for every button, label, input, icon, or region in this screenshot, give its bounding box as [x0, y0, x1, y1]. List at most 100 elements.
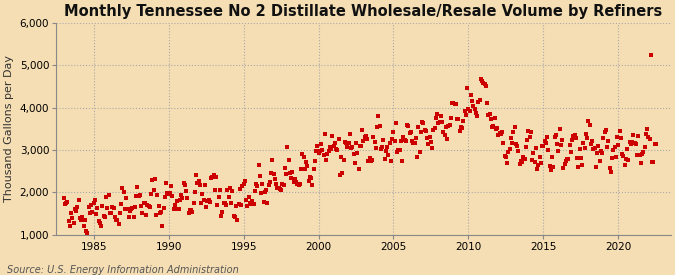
Point	[473, 100, 484, 104]
Point	[187, 210, 198, 214]
Point	[450, 102, 461, 106]
Point	[518, 155, 529, 160]
Point	[417, 120, 428, 124]
Point	[74, 215, 85, 220]
Point	[432, 112, 443, 117]
Point	[232, 218, 243, 222]
Point	[277, 182, 288, 186]
Point	[297, 152, 308, 156]
Point	[497, 130, 508, 134]
Point	[409, 141, 420, 145]
Point	[262, 201, 273, 205]
Point	[252, 184, 263, 189]
Point	[172, 199, 183, 203]
Point	[329, 141, 340, 145]
Point	[244, 200, 255, 205]
Point	[341, 141, 352, 145]
Point	[315, 149, 325, 153]
Point	[137, 210, 148, 215]
Point	[183, 211, 194, 215]
Point	[472, 114, 483, 118]
Point	[618, 154, 628, 158]
Point	[112, 218, 123, 222]
Point	[464, 108, 475, 113]
Point	[626, 139, 637, 144]
Point	[298, 155, 309, 159]
Point	[142, 203, 153, 208]
Point	[303, 178, 314, 183]
Point	[403, 123, 414, 128]
Point	[215, 188, 225, 192]
Point	[560, 159, 571, 164]
Point	[574, 147, 585, 152]
Point	[261, 188, 271, 192]
Point	[207, 175, 218, 179]
Point	[526, 129, 537, 134]
Point	[452, 117, 462, 121]
Point	[103, 193, 114, 198]
Point	[580, 131, 591, 136]
Point	[512, 144, 522, 149]
Point	[541, 141, 551, 145]
Point	[212, 203, 223, 208]
Point	[124, 209, 135, 213]
Point	[307, 183, 318, 188]
Point	[494, 131, 505, 136]
Point	[604, 166, 615, 170]
Point	[216, 214, 227, 218]
Point	[199, 183, 210, 188]
Point	[492, 125, 503, 130]
Point	[269, 177, 280, 181]
Point	[369, 139, 380, 144]
Point	[68, 221, 79, 225]
Point	[184, 208, 195, 212]
Point	[224, 186, 235, 190]
Point	[503, 150, 514, 154]
Point	[105, 211, 115, 216]
Point	[457, 126, 468, 130]
Point	[528, 151, 539, 155]
Point	[313, 151, 324, 155]
Point	[378, 137, 389, 142]
Point	[377, 145, 387, 149]
Point	[443, 123, 454, 128]
Point	[629, 141, 640, 145]
Point	[570, 136, 581, 140]
Point	[475, 98, 485, 102]
Point	[566, 149, 576, 154]
Point	[65, 223, 76, 228]
Point	[510, 142, 521, 146]
Point	[434, 120, 445, 125]
Point	[587, 139, 597, 143]
Point	[240, 178, 250, 183]
Point	[241, 197, 252, 202]
Point	[612, 135, 622, 139]
Point	[381, 149, 392, 153]
Point	[610, 154, 621, 159]
Point	[589, 146, 600, 150]
Point	[508, 130, 519, 134]
Point	[338, 157, 349, 162]
Point	[292, 182, 302, 186]
Point	[111, 218, 122, 222]
Point	[468, 104, 479, 109]
Point	[421, 129, 431, 133]
Point	[122, 207, 133, 211]
Point	[271, 182, 281, 186]
Point	[243, 195, 254, 199]
Point	[638, 150, 649, 154]
Point	[223, 195, 234, 199]
Point	[446, 116, 456, 120]
Point	[396, 139, 406, 143]
Point	[182, 196, 193, 200]
Point	[387, 137, 398, 142]
Point	[265, 180, 275, 185]
Point	[371, 146, 381, 150]
Point	[156, 210, 167, 214]
Point	[489, 116, 500, 120]
Point	[406, 130, 416, 134]
Point	[410, 135, 421, 140]
Point	[335, 155, 346, 159]
Point	[192, 181, 202, 186]
Point	[101, 195, 111, 199]
